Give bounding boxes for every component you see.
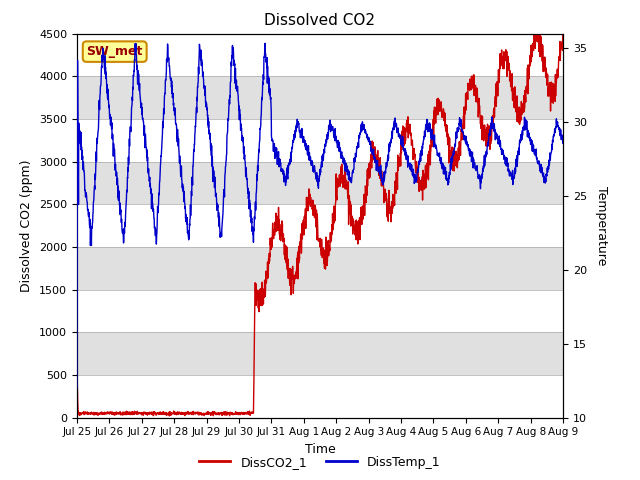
Y-axis label: Temperature: Temperature [595,186,608,265]
Bar [77,162,563,204]
Bar [77,247,563,289]
Y-axis label: Dissolved CO2 (ppm): Dissolved CO2 (ppm) [20,159,33,292]
X-axis label: Time: Time [305,443,335,456]
Bar [77,119,563,162]
Text: SW_met: SW_met [86,45,143,58]
Bar [77,204,563,247]
Legend: DissCO2_1, DissTemp_1: DissCO2_1, DissTemp_1 [194,451,446,474]
Bar [77,289,563,332]
Bar [77,332,563,375]
Bar [77,375,563,418]
Title: Dissolved CO2: Dissolved CO2 [264,13,376,28]
Bar [77,34,563,76]
Bar [77,76,563,119]
